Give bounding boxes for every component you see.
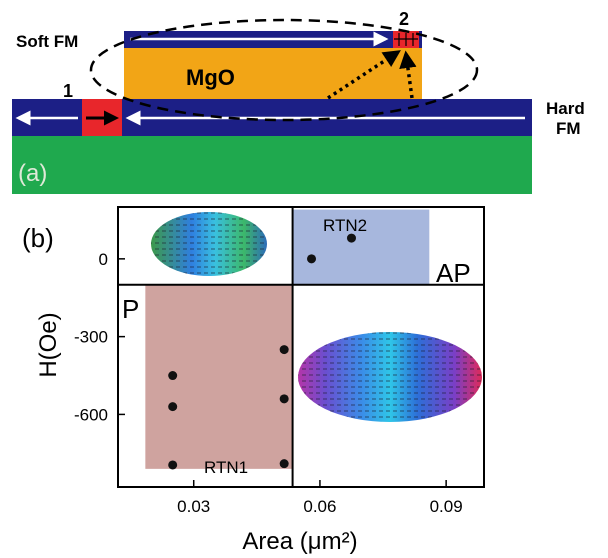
- marker-2: 2: [399, 9, 409, 29]
- p-region: [145, 284, 293, 469]
- rtn1-point: [168, 402, 178, 412]
- rtn1-point: [279, 345, 289, 355]
- y-tick-label: 0: [99, 250, 108, 269]
- marker-1: 1: [63, 81, 73, 101]
- plot-frame: [117, 206, 485, 488]
- domain-2-hatch: [394, 33, 418, 46]
- y-axis-title: H(Oe): [35, 312, 62, 377]
- rtn2-point: [346, 233, 356, 243]
- rtn1-point: [168, 371, 178, 381]
- dashed-ellipse: [89, 18, 479, 122]
- panel-b-label: (b): [22, 223, 54, 253]
- mgo-barrier: [124, 48, 422, 99]
- x-axis-title: Area (μm²): [242, 528, 357, 555]
- y-tick-label: -600: [74, 405, 108, 424]
- x-tick-label: 0.03: [177, 497, 210, 516]
- panel-b: (b) 0.03 0.06 0.09 0 -300 -600 AP P RTN2 RTN1…: [22, 206, 485, 555]
- ap-label: AP: [436, 258, 471, 288]
- axis-ticks: 0.03 0.06 0.09 0 -300 -600: [74, 250, 463, 516]
- rtn1-label: RTN1: [204, 458, 248, 477]
- panel-a: Soft FM MgO Hard FM 1 2 (a): [12, 9, 585, 194]
- p-label: P: [122, 294, 139, 324]
- hard-fm-label-2: FM: [556, 119, 581, 138]
- hard-fm-label-1: Hard: [546, 99, 585, 118]
- panel-a-label: (a): [18, 160, 47, 187]
- ap-region: [292, 209, 430, 285]
- soft-fm-label: Soft FM: [16, 32, 78, 51]
- small-domain-vectors: [151, 212, 267, 276]
- x-tick-label: 0.06: [303, 497, 336, 516]
- rtn1-point: [279, 394, 289, 404]
- dotted-arrow-2: [399, 50, 417, 99]
- rtn1-point: [168, 460, 178, 470]
- substrate: [12, 136, 532, 194]
- y-tick-label: -300: [74, 328, 108, 347]
- mgo-label: MgO: [186, 65, 235, 90]
- rtn2-label: RTN2: [323, 216, 367, 235]
- data-points: [168, 233, 356, 470]
- rtn2-point: [307, 254, 317, 264]
- rtn1-point: [279, 459, 289, 469]
- large-domain-vectors: [298, 332, 482, 422]
- x-tick-label: 0.09: [430, 497, 463, 516]
